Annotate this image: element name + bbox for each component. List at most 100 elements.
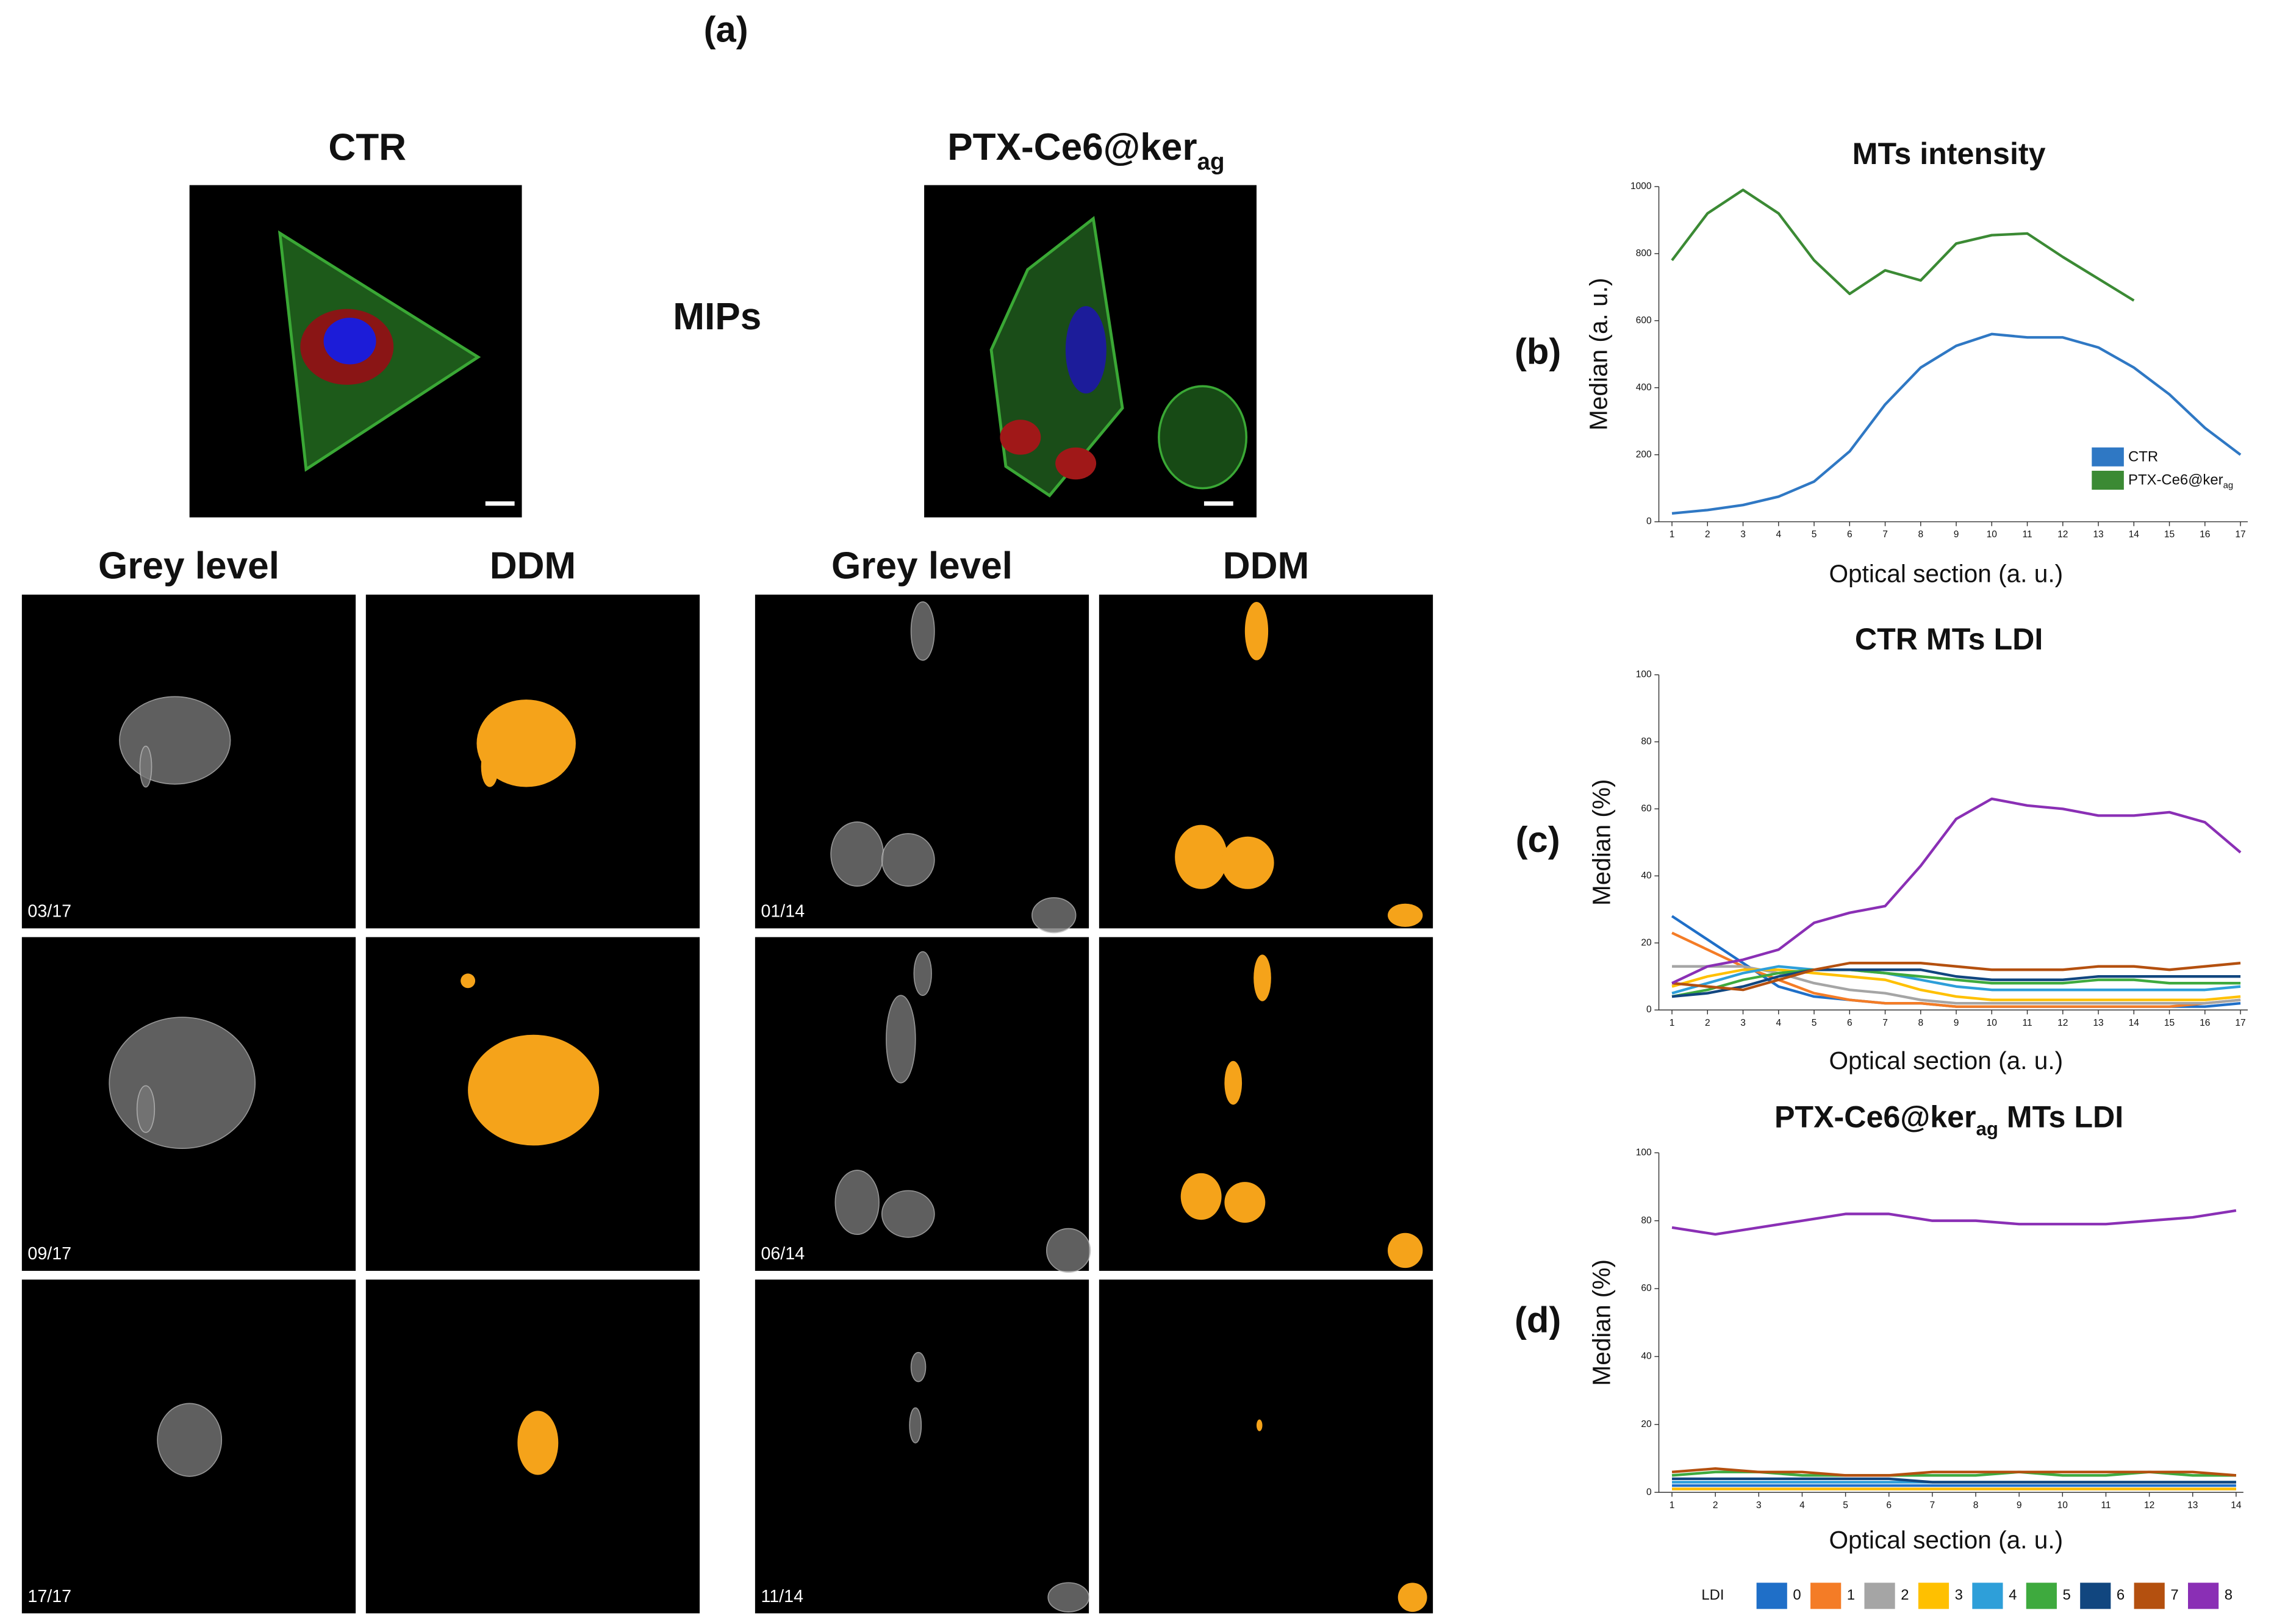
y-tick-label: 800 (1636, 248, 1652, 259)
legend-swatch (2188, 1583, 2219, 1609)
legend-swatch (2092, 470, 2124, 490)
x-tick-label: 11 (2022, 1018, 2032, 1028)
slice-label: 09/17 (27, 1244, 71, 1264)
x-tick-label: 12 (2057, 1018, 2068, 1028)
grey-region (109, 1017, 256, 1150)
x-tick-label: 5 (1812, 529, 1817, 540)
y-tick-label: 60 (1641, 1283, 1652, 1293)
y-tick-label: 40 (1641, 1351, 1652, 1362)
series-line (1671, 968, 2241, 998)
series-line (1671, 1209, 2237, 1236)
legend-swatch (1756, 1583, 1787, 1609)
ddm-region (1224, 1182, 1266, 1223)
x-tick-label: 9 (1954, 1018, 1959, 1028)
chart-title-part: ag (1976, 1118, 1998, 1139)
grey-region (139, 745, 152, 788)
x-tick-label: 5 (1843, 1500, 1848, 1511)
x-tick-label: 7 (1882, 529, 1888, 540)
x-tick-label: 14 (2231, 1500, 2242, 1511)
cell-red (1000, 420, 1041, 455)
legend-label: 8 (2225, 1587, 2233, 1603)
series-line (1671, 965, 2241, 995)
y-tick-label: 0 (1646, 1004, 1652, 1015)
x-tick-label: 17 (2235, 529, 2245, 540)
cell-red (1055, 447, 1097, 480)
x-tick-label: 5 (1812, 1018, 1817, 1028)
panel-label: (c) (1516, 819, 1560, 860)
micrograph (1099, 1279, 1433, 1614)
legend-label: 4 (2009, 1587, 2017, 1603)
grey-region (1046, 1228, 1091, 1273)
x-tick-label: 4 (1776, 1018, 1781, 1028)
y-tick-label: 0 (1646, 517, 1652, 527)
image-label: PTX-Ce6@kerag (947, 127, 1224, 175)
y-tick-label: 600 (1636, 315, 1652, 326)
image-label-part: ag (1197, 149, 1225, 175)
y-tick-label: 60 (1641, 803, 1652, 814)
scale-bar (1203, 501, 1233, 506)
legend-label: 2 (1901, 1587, 1909, 1603)
x-tick-label: 17 (2235, 1018, 2245, 1028)
series-line (1671, 968, 2241, 998)
x-tick-label: 10 (1987, 1018, 1998, 1028)
ddm-region (1224, 1061, 1243, 1105)
panel-label: (d) (1515, 1300, 1561, 1340)
x-tick-label: 3 (1740, 1018, 1746, 1028)
scale-bar (485, 501, 515, 506)
series-line (1671, 188, 2135, 302)
legend-label: 7 (2170, 1587, 2178, 1603)
legend-label: 5 (2062, 1587, 2070, 1603)
ddm-region (1388, 903, 1423, 927)
ddm-region (1244, 602, 1269, 660)
x-tick-label: 2 (1713, 1500, 1718, 1511)
x-tick-label: 8 (1973, 1500, 1979, 1511)
x-tick-label: 15 (2164, 1018, 2175, 1028)
y-tick-label: 100 (1636, 1147, 1652, 1157)
grey-region (157, 1403, 223, 1477)
grey-region (834, 1170, 880, 1236)
ddm-region (1256, 1419, 1263, 1431)
grey-region (909, 1407, 922, 1443)
x-tick-label: 12 (2144, 1500, 2154, 1511)
grey-region (886, 995, 916, 1084)
chart-title: MTs intensity (1853, 137, 2046, 171)
micrographs (189, 185, 1257, 518)
column-header: Grey level (831, 545, 1013, 587)
legend-label-part: PTX-Ce6@ker (2128, 472, 2223, 488)
x-tick-label: 4 (1776, 529, 1781, 540)
slice-label: 11/14 (761, 1587, 803, 1606)
nucleus (323, 318, 376, 365)
grey-region (913, 951, 932, 996)
x-tick-label: 6 (1886, 1500, 1892, 1511)
series-line (1671, 797, 2242, 985)
ddm-region (1175, 825, 1228, 889)
x-tick-label: 4 (1799, 1500, 1805, 1511)
x-tick-label: 3 (1740, 529, 1746, 540)
legend-label-part: ag (2223, 481, 2233, 491)
grey-region (910, 1351, 927, 1383)
ddm-region (481, 746, 499, 787)
chart-title: PTX-Ce6@kerag MTs LDI (1774, 1100, 2123, 1139)
x-tick-label: 10 (1987, 529, 1998, 540)
x-tick-label: 8 (1918, 529, 1923, 540)
y-tick-label: 400 (1636, 382, 1652, 393)
x-tick-label: 6 (1847, 529, 1853, 540)
legend-swatch (2080, 1583, 2111, 1609)
grey-region (1047, 1582, 1089, 1612)
y-tick-label: 20 (1641, 937, 1652, 948)
x-tick-label: 14 (2129, 529, 2140, 540)
x-tick-label: 13 (2187, 1500, 2198, 1511)
x-tick-label: 1 (1670, 1018, 1675, 1028)
legend-swatch (1972, 1583, 2003, 1609)
x-tick-label: 7 (1882, 1018, 1888, 1028)
y-axis-label: Median (a. u.) (1585, 277, 1613, 431)
chart-title: CTR MTs LDI (1855, 622, 2043, 656)
ddm-region (1388, 1232, 1423, 1268)
x-tick-label: 16 (2200, 529, 2210, 540)
mips-label: MIPs (673, 296, 761, 338)
ddm-region (476, 699, 576, 787)
legend-label: 1 (1847, 1587, 1855, 1603)
column-header: DDM (490, 545, 576, 587)
